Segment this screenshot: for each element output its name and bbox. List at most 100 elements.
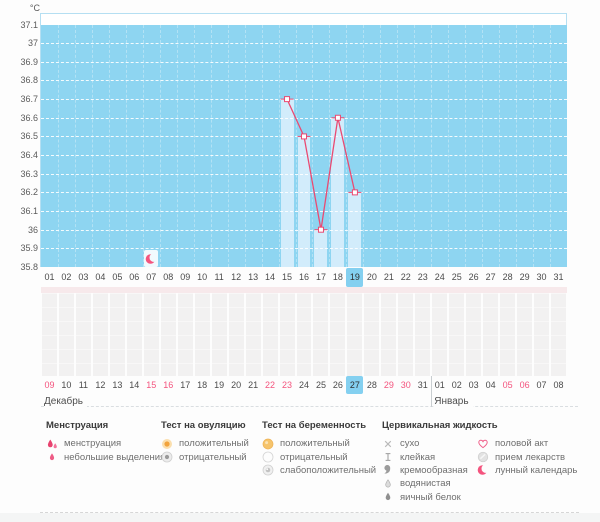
calendar-date-cell-14[interactable]: 14 xyxy=(129,380,140,390)
cycle-day-cell-09[interactable]: 09 xyxy=(180,271,191,282)
temperature-bar-day-15[interactable] xyxy=(280,99,294,267)
legend-item: прием лекарств xyxy=(477,450,577,463)
calendar-date-cell-22[interactable]: 22 xyxy=(265,380,276,390)
cycle-day-cell-03[interactable]: 03 xyxy=(78,271,89,282)
cycle-day-cell-06[interactable]: 06 xyxy=(129,271,140,282)
notes-grid-column xyxy=(415,293,431,376)
bottom-divider xyxy=(40,512,579,513)
calendar-date-cell-06[interactable]: 06 xyxy=(519,380,530,390)
horizontal-grid-line xyxy=(41,61,567,63)
notes-grid-column xyxy=(381,293,397,376)
notes-grid-column xyxy=(364,293,380,376)
calendar-date-cell-29[interactable]: 29 xyxy=(383,380,394,390)
calendar-date-cell-11[interactable]: 11 xyxy=(78,380,89,390)
cycle-day-cell-21[interactable]: 21 xyxy=(383,271,394,282)
calendar-date-cell-27[interactable]: 27 xyxy=(346,376,364,394)
cycle-day-cell-17[interactable]: 17 xyxy=(315,271,326,282)
cycle-day-cell-31[interactable]: 31 xyxy=(553,271,564,282)
y-tick-label: 36 xyxy=(27,224,38,235)
temperature-bar-day-17[interactable] xyxy=(314,229,328,267)
calendar-date-cell-13[interactable]: 13 xyxy=(112,380,123,390)
cycle-day-cell-28[interactable]: 28 xyxy=(502,271,513,282)
cycle-day-cell-05[interactable]: 05 xyxy=(112,271,123,282)
calendar-date-cell-31[interactable]: 31 xyxy=(417,380,428,390)
cycle-day-cell-22[interactable]: 22 xyxy=(400,271,411,282)
legend-item-label: клейкая xyxy=(400,451,436,463)
calendar-date-cell-18[interactable]: 18 xyxy=(197,380,208,390)
ovulation-test-negative-icon xyxy=(161,451,174,463)
calendar-date-cell-15[interactable]: 15 xyxy=(146,380,157,390)
pregnancy-test-positive-icon xyxy=(262,438,275,450)
cycle-day-cell-20[interactable]: 20 xyxy=(366,271,377,282)
y-tick-label: 36.6 xyxy=(20,112,38,123)
calendar-date-cell-30[interactable]: 30 xyxy=(400,380,411,390)
column-grid-line xyxy=(91,24,93,267)
legend-item-label: положительный xyxy=(280,438,350,450)
cycle-day-cell-25[interactable]: 25 xyxy=(451,271,462,282)
horizontal-grid-line xyxy=(41,117,567,119)
y-tick-label: 36.4 xyxy=(20,150,38,161)
cycle-day-cell-16[interactable]: 16 xyxy=(298,271,309,282)
calendar-date-cell-02[interactable]: 02 xyxy=(451,380,462,390)
cycle-day-cell-11[interactable]: 11 xyxy=(214,271,224,282)
cycle-day-cell-01[interactable]: 01 xyxy=(44,271,55,282)
cycle-day-cell-29[interactable]: 29 xyxy=(519,271,530,282)
calendar-date-cell-12[interactable]: 12 xyxy=(95,380,106,390)
calendar-date-cell-04[interactable]: 04 xyxy=(485,380,496,390)
column-grid-line xyxy=(74,24,76,267)
legend-item-label: отрицательный xyxy=(179,451,247,463)
medication-pill-icon xyxy=(477,451,490,463)
cycle-day-cell-02[interactable]: 02 xyxy=(61,271,72,282)
column-grid-line xyxy=(176,24,178,267)
column-grid-line xyxy=(57,24,59,267)
cycle-day-cell-08[interactable]: 08 xyxy=(163,271,174,282)
cycle-day-cell-12[interactable]: 12 xyxy=(231,271,242,282)
calendar-date-cell-24[interactable]: 24 xyxy=(298,380,309,390)
calendar-date-cell-07[interactable]: 07 xyxy=(536,380,547,390)
cycle-day-cell-10[interactable]: 10 xyxy=(197,271,208,282)
cycle-day-cell-24[interactable]: 24 xyxy=(434,271,445,282)
y-tick-label: 37 xyxy=(27,38,38,49)
notes-grid-column xyxy=(398,293,414,376)
cycle-day-cell-18[interactable]: 18 xyxy=(332,271,343,282)
cycle-day-cell-13[interactable]: 13 xyxy=(248,271,259,282)
column-grid-line xyxy=(431,24,433,267)
column-grid-line xyxy=(499,24,501,267)
cycle-day-cell-27[interactable]: 27 xyxy=(485,271,496,282)
column-grid-line xyxy=(533,24,535,267)
calendar-date-cell-26[interactable]: 26 xyxy=(332,380,343,390)
column-grid-line xyxy=(159,24,161,267)
cycle-day-cell-04[interactable]: 04 xyxy=(95,271,106,282)
calendar-date-cell-21[interactable]: 21 xyxy=(248,380,259,390)
calendar-date-cell-09[interactable]: 09 xyxy=(44,380,55,390)
calendar-date-cell-25[interactable]: 25 xyxy=(315,380,326,390)
legend-item: яичный белок xyxy=(382,491,498,504)
column-grid-line xyxy=(261,24,263,267)
legend-item-label: сухо xyxy=(400,438,420,450)
column-grid-line xyxy=(516,24,518,267)
cycle-day-cell-19[interactable]: 19 xyxy=(346,267,364,287)
cycle-day-cell-26[interactable]: 26 xyxy=(468,271,479,282)
creamy-icon xyxy=(382,464,395,476)
calendar-date-cell-20[interactable]: 20 xyxy=(231,380,242,390)
legend-item-label: половой акт xyxy=(495,438,549,450)
calendar-date-cell-17[interactable]: 17 xyxy=(180,380,191,390)
cycle-day-cell-07[interactable]: 07 xyxy=(146,271,157,282)
calendar-date-cell-23[interactable]: 23 xyxy=(282,380,293,390)
calendar-date-cell-16[interactable]: 16 xyxy=(163,380,174,390)
calendar-date-cell-01[interactable]: 01 xyxy=(434,380,445,390)
cycle-day-cell-15[interactable]: 15 xyxy=(282,271,293,282)
calendar-date-cell-03[interactable]: 03 xyxy=(468,380,479,390)
y-tick-label: 36.3 xyxy=(20,168,38,179)
calendar-date-cell-28[interactable]: 28 xyxy=(366,380,377,390)
cycle-day-cell-30[interactable]: 30 xyxy=(536,271,547,282)
y-tick-label: 36.8 xyxy=(20,75,38,86)
calendar-date-cell-05[interactable]: 05 xyxy=(502,380,513,390)
calendar-date-cell-10[interactable]: 10 xyxy=(61,380,72,390)
cycle-day-cell-14[interactable]: 14 xyxy=(265,271,276,282)
calendar-date-cell-08[interactable]: 08 xyxy=(553,380,564,390)
calendar-date-cell-19[interactable]: 19 xyxy=(214,380,225,390)
cycle-day-cell-23[interactable]: 23 xyxy=(417,271,428,282)
legend-group: половой акт прием лекарств лунный календар… xyxy=(477,420,577,477)
